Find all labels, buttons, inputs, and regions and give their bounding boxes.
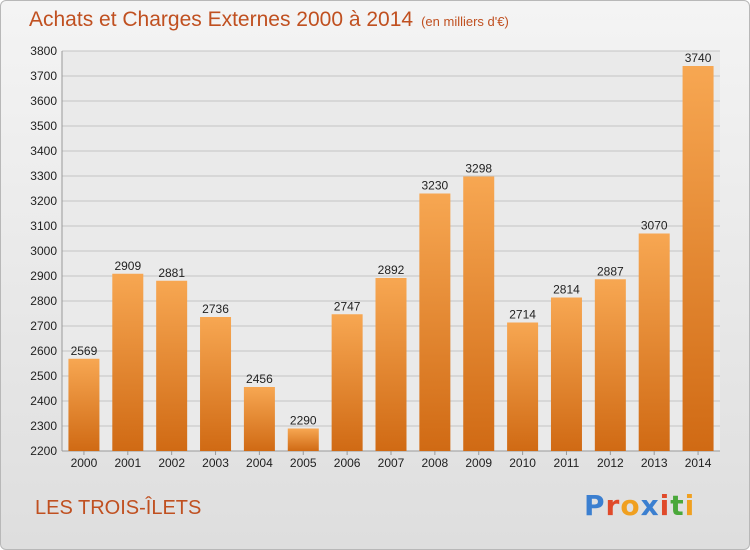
y-tick-label: 3300 (30, 169, 57, 183)
bar (156, 280, 188, 451)
bar (375, 278, 407, 451)
x-tick-label: 2014 (685, 456, 712, 470)
bar-value-label: 2569 (71, 344, 98, 358)
chart-unit: (en milliers d'€) (421, 14, 509, 29)
bar (507, 322, 539, 451)
bar (287, 428, 319, 451)
bar-value-label: 3230 (422, 179, 449, 193)
bar-value-label: 3740 (685, 51, 712, 65)
y-tick-label: 2200 (30, 444, 57, 458)
bar (68, 358, 100, 451)
y-tick-label: 2800 (30, 294, 57, 308)
x-tick-label: 2007 (378, 456, 405, 470)
y-tick-label: 3400 (30, 144, 57, 158)
y-tick-label: 2400 (30, 394, 57, 408)
y-tick-label: 2600 (30, 344, 57, 358)
x-tick-label: 2011 (554, 456, 580, 470)
logo-letter: i (659, 489, 671, 522)
logo-letter: o (620, 489, 641, 522)
y-tick-label: 2900 (30, 269, 57, 283)
bar-value-label: 2747 (334, 299, 361, 313)
place-name: LES TROIS-ÎLETS (35, 497, 202, 519)
chart-title: Achats et Charges Externes 2000 à 2014 (e… (29, 8, 509, 32)
y-tick-label: 3700 (30, 69, 57, 83)
x-tick-label: 2003 (202, 456, 229, 470)
bar (638, 233, 670, 451)
y-tick-label: 3800 (30, 44, 57, 58)
x-tick-label: 2000 (71, 456, 98, 470)
bar-value-label: 2892 (378, 263, 405, 277)
logo-letter: x (640, 489, 660, 522)
x-tick-label: 2012 (597, 456, 624, 470)
x-tick-label: 2002 (158, 456, 185, 470)
bar-value-label: 2881 (158, 266, 185, 280)
bar (682, 66, 714, 451)
bar-value-label: 2814 (553, 283, 580, 297)
x-tick-label: 2013 (641, 456, 668, 470)
logo-letter: t (670, 489, 685, 522)
bar (550, 297, 582, 451)
x-tick-label: 2001 (114, 456, 141, 470)
x-tick-label: 2006 (334, 456, 361, 470)
logo-letter: P (584, 489, 606, 522)
x-tick-label: 2004 (246, 456, 273, 470)
bar (594, 279, 626, 451)
y-tick-label: 3100 (30, 219, 57, 233)
bar (200, 317, 232, 451)
bar-value-label: 2714 (509, 308, 536, 322)
bar-value-label: 3070 (641, 219, 668, 233)
logo-letter: r (605, 489, 621, 522)
bar-value-label: 2909 (114, 259, 141, 273)
bar (112, 273, 144, 451)
bar-value-label: 2736 (202, 302, 229, 316)
y-tick-label: 3000 (30, 244, 57, 258)
x-tick-label: 2010 (509, 456, 536, 470)
bar (463, 176, 495, 451)
y-tick-label: 3500 (30, 119, 57, 133)
x-tick-label: 2008 (422, 456, 449, 470)
bar-value-label: 3298 (465, 162, 492, 176)
bar (243, 387, 275, 451)
bar (419, 193, 451, 451)
x-tick-label: 2009 (465, 456, 492, 470)
chart-title-text: Achats et Charges Externes 2000 à 2014 (29, 8, 414, 31)
logo-letter: i (684, 489, 696, 522)
bar-value-label: 2456 (246, 372, 273, 386)
bar-value-label: 2290 (290, 414, 317, 428)
bar-value-label: 2887 (597, 264, 624, 278)
proxiti-logo: Proxiti (584, 489, 695, 522)
y-tick-label: 2300 (30, 419, 57, 433)
y-tick-label: 3200 (30, 194, 57, 208)
y-tick-label: 2500 (30, 369, 57, 383)
x-tick-label: 2005 (290, 456, 317, 470)
y-tick-label: 3600 (30, 94, 57, 108)
bar (331, 314, 363, 451)
y-tick-label: 2700 (30, 319, 57, 333)
